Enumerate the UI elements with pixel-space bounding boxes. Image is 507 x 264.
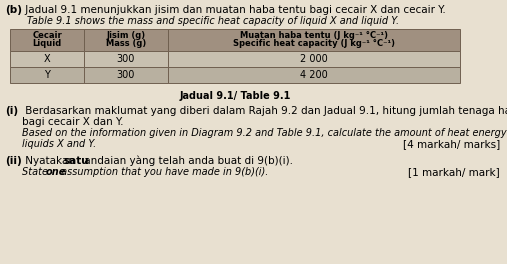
Text: 4 200: 4 200 bbox=[300, 70, 328, 80]
Text: 2 000: 2 000 bbox=[300, 54, 328, 64]
Text: Based on the information given in Diagram 9.2 and Table 9.1, calculate the amoun: Based on the information given in Diagra… bbox=[22, 128, 507, 138]
Text: State: State bbox=[22, 167, 51, 177]
Text: (i): (i) bbox=[5, 106, 18, 116]
Text: Liquid: Liquid bbox=[32, 40, 62, 49]
Text: 300: 300 bbox=[117, 54, 135, 64]
Text: (ii): (ii) bbox=[5, 156, 22, 166]
Bar bbox=[167, 51, 460, 67]
Text: bagi cecair X dan Y.: bagi cecair X dan Y. bbox=[22, 117, 124, 127]
Text: Mass (g): Mass (g) bbox=[106, 40, 146, 49]
Text: assumption that you have made in 9(b)(i).: assumption that you have made in 9(b)(i)… bbox=[58, 167, 268, 177]
Bar bbox=[84, 29, 167, 51]
Text: Jisim (g): Jisim (g) bbox=[106, 31, 146, 40]
Text: andaian yàng telah anda buat di 9(b)(i).: andaian yàng telah anda buat di 9(b)(i). bbox=[81, 156, 293, 167]
Bar bbox=[10, 51, 84, 67]
Text: 300: 300 bbox=[117, 70, 135, 80]
Text: X: X bbox=[44, 54, 50, 64]
Text: Y: Y bbox=[44, 70, 50, 80]
Text: Muatan haba tentu (J kg⁻¹ °C⁻¹): Muatan haba tentu (J kg⁻¹ °C⁻¹) bbox=[240, 31, 388, 40]
Text: one: one bbox=[46, 167, 66, 177]
Text: Jadual 9.1 menunjukkan jisim dan muatan haba tentu bagi cecair X dan cecair Y.: Jadual 9.1 menunjukkan jisim dan muatan … bbox=[22, 5, 446, 15]
Text: [1 markah/ mark]: [1 markah/ mark] bbox=[408, 167, 500, 177]
Text: Specific heat capacity (J kg⁻¹ °C⁻¹): Specific heat capacity (J kg⁻¹ °C⁻¹) bbox=[233, 40, 395, 49]
Bar bbox=[167, 67, 460, 83]
Text: Table 9.1 shows the mass and specific heat capacity of liquid X and liquid Y.: Table 9.1 shows the mass and specific he… bbox=[5, 16, 399, 26]
Text: Nyatakan: Nyatakan bbox=[22, 156, 78, 166]
Text: Cecair: Cecair bbox=[32, 31, 62, 40]
Bar bbox=[84, 67, 167, 83]
Bar bbox=[167, 29, 460, 51]
Bar bbox=[10, 29, 84, 51]
Text: satu: satu bbox=[64, 156, 90, 166]
Text: (b): (b) bbox=[5, 5, 22, 15]
Text: Berdasarkan maklumat yang diberi dalam Rajah 9.2 dan Jadual 9.1, hitung jumlah t: Berdasarkan maklumat yang diberi dalam R… bbox=[22, 106, 507, 116]
Text: Jadual 9.1/ Table 9.1: Jadual 9.1/ Table 9.1 bbox=[179, 91, 291, 101]
Bar bbox=[84, 51, 167, 67]
Bar bbox=[10, 67, 84, 83]
Text: liquids X and Y.: liquids X and Y. bbox=[22, 139, 96, 149]
Text: [4 markah/ marks]: [4 markah/ marks] bbox=[403, 139, 500, 149]
